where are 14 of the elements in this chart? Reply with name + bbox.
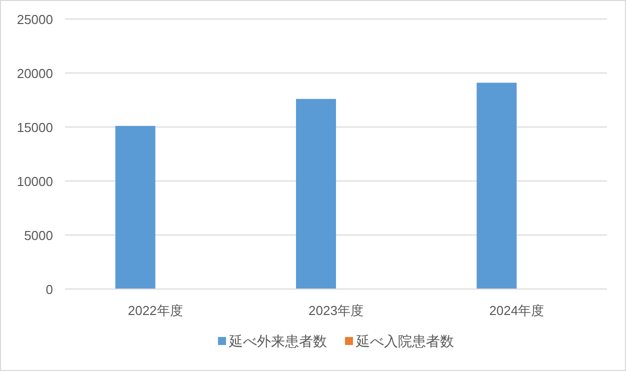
y-tick-label: 25000 xyxy=(16,12,53,27)
legend-label: 延べ外来患者数 xyxy=(228,333,327,349)
bar xyxy=(476,82,517,289)
y-tick-label: 20000 xyxy=(16,66,53,81)
x-tick-label: 2024年度 xyxy=(489,303,544,318)
x-tick-label: 2022年度 xyxy=(128,303,183,318)
y-tick-label: 15000 xyxy=(16,120,53,135)
y-tick-label: 0 xyxy=(46,282,53,297)
y-tick-label: 5000 xyxy=(24,228,53,243)
y-tick-label: 10000 xyxy=(16,174,53,189)
bar xyxy=(296,98,336,289)
x-tick-label: 2023年度 xyxy=(308,303,364,318)
bar xyxy=(115,126,156,289)
legend-label: 延べ入院患者数 xyxy=(355,333,454,349)
